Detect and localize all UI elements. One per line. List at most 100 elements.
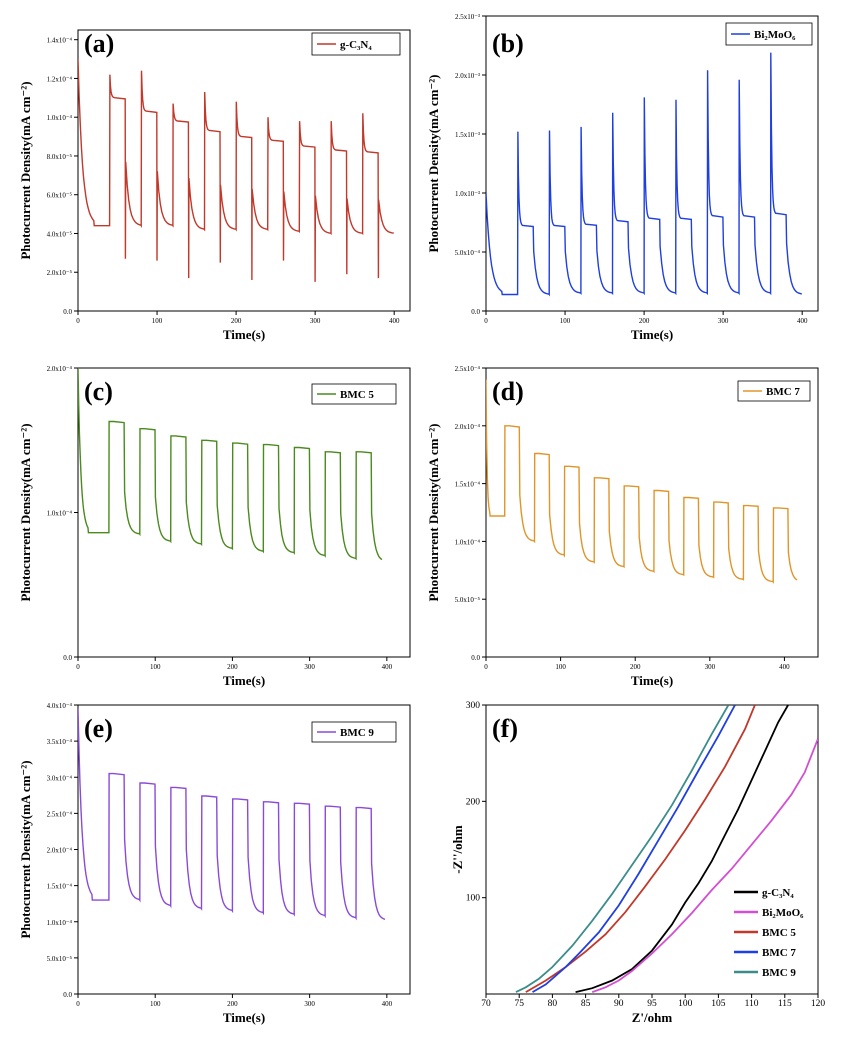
y-tick-label: 4.0x10⁻⁵ <box>47 230 73 238</box>
y-tick-label: 2.5x10⁻⁴ <box>455 365 481 373</box>
x-tick-label: 100 <box>560 317 571 325</box>
y-tick-label: 100 <box>466 894 481 904</box>
y-tick-label: 200 <box>466 797 481 807</box>
legend-box <box>311 721 397 743</box>
x-tick-label: 0 <box>484 317 488 325</box>
y-tick-label: 1.0x10⁻⁴ <box>455 538 481 546</box>
y-tick-label: 2.5x10⁻⁴ <box>47 810 73 818</box>
y-tick-label: 4.0x10⁻⁴ <box>47 702 73 710</box>
y-tick-label: 3.5x10⁻⁴ <box>47 738 73 746</box>
panel-f: 70 75 80 85 90 95 100 105 110 115 120 100 200 300 Z'/o… <box>450 701 825 1025</box>
y-tick-label: 1.4x10⁻⁴ <box>47 37 73 45</box>
y-tick-label: 2.0x10⁻⁵ <box>47 269 73 277</box>
x-tick-label: 300 <box>718 317 729 325</box>
legend-box <box>737 380 811 402</box>
series-line <box>78 59 394 282</box>
x-tick-label: 100 <box>555 663 566 671</box>
panel-label: (d) <box>492 377 524 406</box>
x-axis-title: Time(s) <box>631 673 673 688</box>
x-tick-label: 120 <box>811 999 826 1009</box>
x-tick-label: 200 <box>630 663 641 671</box>
y-axis-title: Photocurrent Density(mA cm⁻²) <box>426 74 441 252</box>
panel-label: (f) <box>492 714 518 743</box>
y-tick-label: 2.0x10⁻⁴ <box>47 365 73 373</box>
y-axis-title: Photocurrent Density(mA cm⁻²) <box>18 81 33 259</box>
x-tick-label: 105 <box>711 999 726 1009</box>
x-tick-label: 400 <box>797 317 808 325</box>
legend-label: BMC 9 <box>340 727 374 739</box>
x-tick-label: 200 <box>231 317 242 325</box>
x-tick-label: 200 <box>227 1000 238 1008</box>
legend-label: BMC 5 <box>762 927 796 939</box>
plot-frame <box>485 15 819 312</box>
y-tick-label: 8.0x10⁻⁵ <box>47 153 73 161</box>
y-tick-label: 5.0x10⁻⁵ <box>47 955 73 963</box>
series-line <box>515 705 730 993</box>
series-line <box>486 379 798 584</box>
x-axis-title: Z'/ohm <box>632 1010 673 1025</box>
x-tick-label: 100 <box>678 999 693 1009</box>
x-tick-label: 100 <box>150 663 161 671</box>
plot-frame <box>77 29 411 312</box>
x-tick-label: 85 <box>581 999 591 1009</box>
y-tick-label: 2.5x10⁻³ <box>455 13 480 21</box>
legend-box <box>311 32 401 56</box>
y-tick-label: 1.0x10⁻⁴ <box>47 510 73 518</box>
legend-label: g-C₃N₄ <box>762 887 794 899</box>
panel-label: (c) <box>84 377 113 406</box>
y-tick-label: 2.0x10⁻⁴ <box>47 847 73 855</box>
y-tick-label: 1.5x10⁻³ <box>455 131 480 139</box>
x-tick-label: 300 <box>304 663 315 671</box>
panel-label: (a) <box>84 29 114 58</box>
x-tick-label: 0 <box>76 1000 80 1008</box>
y-tick-label: 6.0x10⁻⁵ <box>47 192 73 200</box>
x-tick-label: 70 <box>481 999 491 1009</box>
x-tick-label: 0 <box>76 317 80 325</box>
x-tick-label: 200 <box>639 317 650 325</box>
x-tick-label: 200 <box>227 663 238 671</box>
panel-label: (b) <box>492 29 524 58</box>
x-tick-label: 110 <box>745 999 759 1009</box>
legend-box <box>725 22 813 46</box>
x-tick-label: 300 <box>310 317 321 325</box>
legend-box <box>311 383 397 405</box>
panel-c: 0 100 200 300 400 0.0 1.0x10⁻⁴ 2.0x10⁻⁴ Time(s) P… <box>18 365 411 688</box>
y-axis-title: Photocurrent Density(mA cm⁻²) <box>18 423 33 601</box>
legend-label: BMC 9 <box>762 967 796 979</box>
legend-label: Bi₂MoO₆ <box>754 29 796 41</box>
y-tick-label: 0.0 <box>471 654 480 662</box>
x-tick-label: 95 <box>647 999 657 1009</box>
y-tick-label: 3.0x10⁻⁴ <box>47 774 73 782</box>
y-tick-label: 1.0x10⁻³ <box>455 190 480 198</box>
x-tick-label: 100 <box>152 317 163 325</box>
panel-d: 0 100 200 300 400 0.0 5.0x10⁻⁵ 1.0x10⁻⁴ 1.5x10⁻⁴… <box>426 365 819 688</box>
x-tick-label: 75 <box>514 999 524 1009</box>
plot-frame <box>77 367 411 658</box>
plot-frame <box>77 704 411 995</box>
legend-label: g-C₃N₄ <box>340 39 372 51</box>
x-axis-title: Time(s) <box>631 327 673 342</box>
x-tick-label: 400 <box>389 317 400 325</box>
x-axis-title: Time(s) <box>223 1010 265 1025</box>
y-axis-title: Photocurrent Density(mA cm⁻²) <box>18 760 33 938</box>
y-tick-label: 2.0x10⁻³ <box>455 72 480 80</box>
x-tick-label: 300 <box>705 663 716 671</box>
y-tick-label: 1.0x10⁻⁴ <box>47 919 73 927</box>
y-tick-label: 0.0 <box>63 308 72 316</box>
series-line <box>78 368 383 561</box>
x-axis-title: Time(s) <box>223 673 265 688</box>
series-line <box>591 738 818 993</box>
y-tick-label: 5.0x10⁻⁵ <box>455 596 481 604</box>
panel-label: (e) <box>84 714 113 743</box>
y-tick-label: 0.0 <box>63 991 72 999</box>
y-tick-label: 5.0x10⁻⁴ <box>455 249 481 257</box>
legend-label: BMC 5 <box>340 389 374 401</box>
series-line <box>78 708 386 921</box>
y-tick-label: 0.0 <box>63 654 72 662</box>
y-tick-label: 2.0x10⁻⁴ <box>455 423 481 431</box>
y-tick-label: 300 <box>466 701 481 711</box>
legend-label: BMC 7 <box>762 947 796 959</box>
legend-label: Bi₂MoO₆ <box>762 907 804 919</box>
y-tick-label: 1.5x10⁻⁴ <box>455 481 481 489</box>
